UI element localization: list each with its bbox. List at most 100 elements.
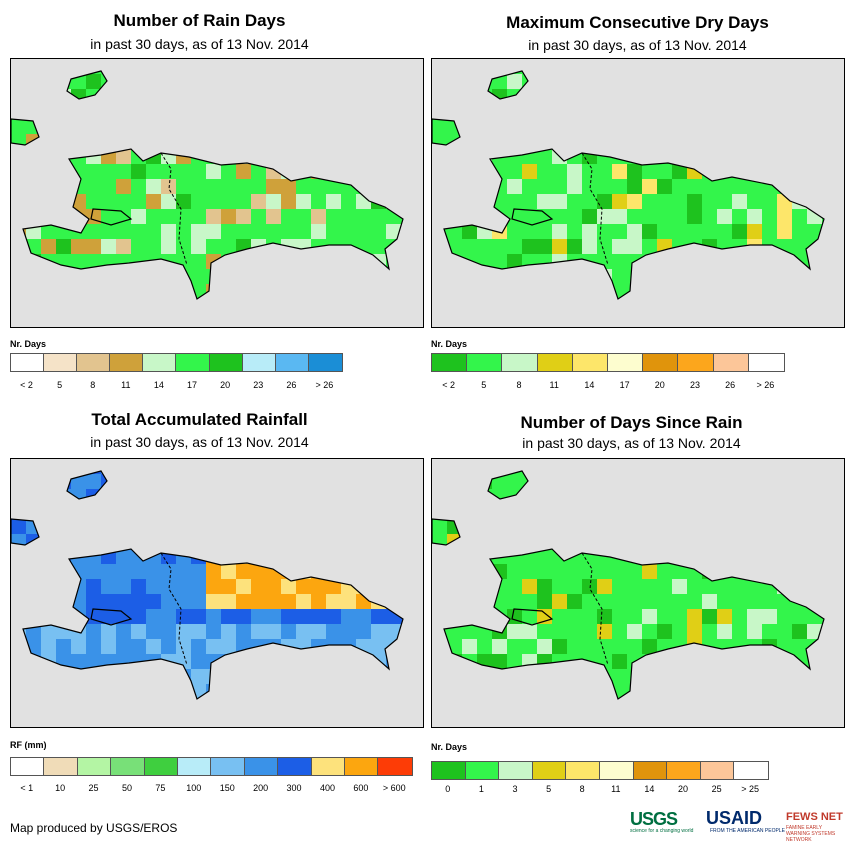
map-grid-cell <box>747 624 762 639</box>
map-grid-cell <box>447 74 462 89</box>
map-grid-cell <box>657 179 672 194</box>
legend-swatch <box>502 354 538 371</box>
map-grid-cell <box>416 314 423 327</box>
map-grid-cell <box>356 209 371 224</box>
map-grid-cell <box>281 594 296 609</box>
map-grid-cell <box>101 89 116 104</box>
map-grid-cell <box>311 179 326 194</box>
map-grid-cell <box>221 564 236 579</box>
map-grid-cell <box>612 89 627 104</box>
map-grid-cell <box>101 254 116 269</box>
map-grid-cell <box>326 534 341 549</box>
map-grid-cell <box>266 609 281 624</box>
map-grid-cell <box>777 149 792 164</box>
map-grid-cell <box>567 609 582 624</box>
map-grid-cell <box>567 269 582 284</box>
map-grid-cell <box>807 699 822 714</box>
map-grid-cell <box>86 314 101 327</box>
map-grid-cell <box>552 564 567 579</box>
map-grid-cell <box>116 194 131 209</box>
map-grid-cell <box>236 714 251 727</box>
map-grid-cell <box>462 519 477 534</box>
legend-label: 20 <box>654 380 665 390</box>
map-grid-cell <box>567 194 582 209</box>
map-grid-cell <box>597 639 612 654</box>
map-grid-cell <box>56 149 71 164</box>
map-grid-cell <box>281 179 296 194</box>
map-grid-cell <box>807 504 822 519</box>
map-grid-cell <box>747 299 762 314</box>
map-grid-cell <box>101 194 116 209</box>
map-grid-cell <box>507 504 522 519</box>
map-grid-cell <box>522 224 537 239</box>
map-grid-cell <box>807 224 822 239</box>
map-grid-cell <box>191 104 206 119</box>
map-grid-cell <box>597 239 612 254</box>
map-grid-cell <box>642 299 657 314</box>
map-grid-cell <box>356 624 371 639</box>
map-grid-cell <box>206 624 221 639</box>
map-grid-cell <box>206 699 221 714</box>
map-grid-cell <box>462 579 477 594</box>
map-grid-cell <box>146 714 161 727</box>
map-grid-cell <box>792 549 807 564</box>
map-grid-cell <box>311 684 326 699</box>
map-grid-cell <box>101 209 116 224</box>
map-grid-cell <box>717 89 732 104</box>
map-grid-cell <box>552 639 567 654</box>
map-grid-cell <box>507 164 522 179</box>
map-grid-cell <box>627 179 642 194</box>
map-grid-cell <box>26 474 41 489</box>
map-grid-cell <box>191 549 206 564</box>
map-grid-cell <box>401 654 403 669</box>
map-grid-cell <box>341 71 356 74</box>
map-grid-cell <box>687 224 702 239</box>
map-grid-cell <box>552 224 567 239</box>
map-grid-cell <box>657 194 672 209</box>
map-grid-cell <box>386 564 401 579</box>
map-grid-cell <box>416 269 423 284</box>
map-grid-cell <box>777 224 792 239</box>
map-grid-cell <box>296 639 311 654</box>
map-grid-cell <box>416 579 423 594</box>
map-grid-cells <box>11 471 423 727</box>
map-grid-cell <box>627 74 642 89</box>
map-grid-cell <box>462 534 477 549</box>
map-grid-cell <box>732 474 747 489</box>
map-grid-cell <box>116 239 131 254</box>
map-grid-cell <box>146 314 161 327</box>
map-grid-cell <box>161 89 176 104</box>
map-grid-cell <box>236 89 251 104</box>
map-grid-cell <box>822 609 824 624</box>
legend-swatch <box>77 758 112 775</box>
map-grid-cell <box>281 669 296 684</box>
map-grid-cell <box>807 314 822 327</box>
map-grid-cell <box>236 74 251 89</box>
map-grid-cell <box>837 254 844 269</box>
map-grid-cell <box>837 284 844 299</box>
map-grid-cell <box>386 714 401 727</box>
map-grid-cell <box>176 209 191 224</box>
map-grid-cell <box>161 71 176 74</box>
map-grid-cell <box>837 489 844 504</box>
map-grid-cell <box>296 164 311 179</box>
map-grid-cell <box>371 149 386 164</box>
map-grid-cell <box>71 489 86 504</box>
map-grid-cell <box>101 474 116 489</box>
map-grid-cell <box>206 519 221 534</box>
map-grid-cell <box>296 89 311 104</box>
map-grid-cell <box>311 471 326 474</box>
map-grid-cell <box>492 489 507 504</box>
map-grid-cell <box>522 489 537 504</box>
map-grid-cell <box>717 284 732 299</box>
legend-label: > 26 <box>756 380 775 390</box>
map-grid-cell <box>537 239 552 254</box>
map-grid-cell <box>477 639 492 654</box>
map-grid-cells <box>432 71 844 327</box>
map-grid-cell <box>732 134 747 149</box>
map-grid-cell <box>702 71 717 74</box>
map-grid-cell <box>477 134 492 149</box>
map-grid-cell <box>522 669 537 684</box>
map-grid-cell <box>627 594 642 609</box>
map-grid-cell <box>732 489 747 504</box>
